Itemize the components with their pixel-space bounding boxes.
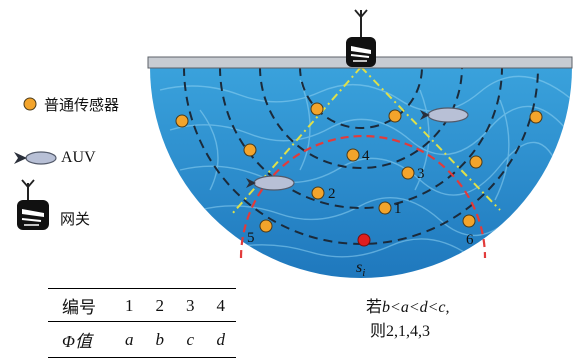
table-row-label: Φ值 [48, 321, 114, 358]
auv-1 [420, 107, 469, 123]
legend-auv-label: AUV [61, 149, 96, 166]
sink-range-arc [239, 134, 487, 259]
table-header-row: 编号 1 2 3 4 [48, 288, 236, 322]
table-cell: c [175, 321, 206, 358]
water-body [150, 67, 572, 278]
legend-gateway-icon [17, 179, 49, 230]
node-label-2: 2 [328, 186, 336, 202]
table-cell: d [205, 321, 236, 358]
gateway-main [346, 9, 376, 67]
sensor-dot [388, 109, 402, 123]
ordering-rule: 若b<a<d<c, 则2,1,4,3 [366, 296, 450, 344]
legend-sensor-icon [23, 97, 37, 111]
node-label-1: 1 [394, 201, 402, 217]
node-label-4: 4 [362, 148, 370, 164]
sensor-dot [175, 114, 189, 128]
rule-expression: b<a<d<c, [382, 299, 450, 316]
legend-sensor: 普通传感器 [44, 94, 119, 115]
range-ring-1 [299, 66, 423, 129]
node-label-6: 6 [466, 232, 474, 248]
sensor-dot [469, 155, 483, 169]
numbered-sensors: 4 3 2 1 5 6 [247, 148, 476, 248]
table-header-cell: 1 [114, 288, 145, 322]
legend-auv-icon [14, 151, 57, 165]
table-cell: b [144, 321, 175, 358]
table-header-cell: 2 [144, 288, 175, 322]
legend-gateway-label: 网关 [60, 210, 91, 228]
legend-sensor-label: 普通传感器 [44, 96, 120, 114]
sensor-dot [243, 143, 257, 157]
legend-gateway: 网关 [60, 208, 90, 229]
table-cell: a [114, 321, 145, 358]
rule-line-2: 则2,1,4,3 [370, 323, 431, 340]
sensor-dot [310, 102, 324, 116]
table-header-cell: 3 [175, 288, 206, 322]
node-label-3: 3 [417, 166, 425, 182]
table-row: Φ值 a b c d [48, 321, 236, 358]
table-header-cell: 编号 [48, 288, 114, 322]
rule-prefix: 若 [366, 299, 383, 316]
auv-2 [246, 175, 295, 191]
range-ring-2 [259, 66, 463, 169]
sensors [175, 102, 543, 169]
legend-auv: AUV [61, 149, 96, 167]
rule-line-1: 若b<a<d<c, [366, 296, 450, 320]
table-header-cell: 4 [205, 288, 236, 322]
node-label-5: 5 [247, 230, 255, 246]
sink-node [357, 233, 371, 247]
phi-value-table: 编号 1 2 3 4 Φ值 a b c d [48, 288, 236, 358]
sensor-dot [529, 110, 543, 124]
water-texture [159, 75, 571, 258]
sector-lines [231, 66, 501, 215]
sink-label: si [356, 259, 365, 279]
range-ring-3 [219, 66, 503, 209]
